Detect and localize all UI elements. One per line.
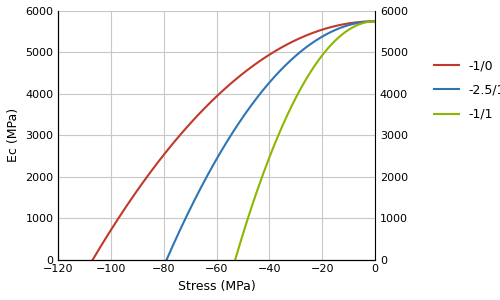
-1/1	[372, 20, 378, 23]
-1/0	[204, 104, 210, 108]
-1/0	[214, 94, 220, 98]
-2.5/1	[164, 258, 170, 261]
-2.5/1	[248, 104, 254, 108]
-1/1	[294, 94, 300, 98]
-1/0	[372, 20, 378, 23]
-1/1	[328, 43, 334, 46]
-2.5/1	[326, 31, 332, 35]
-1/0	[118, 212, 124, 215]
-1/1	[288, 104, 294, 108]
-1/0	[90, 258, 96, 261]
-1/1	[246, 212, 252, 215]
-1/1	[341, 31, 347, 35]
-2.5/1	[330, 29, 336, 33]
-2.5/1	[306, 43, 312, 46]
-1/0	[310, 31, 316, 35]
Legend: -1/0, -2.5/1, -1/1: -1/0, -2.5/1, -1/1	[428, 55, 500, 126]
-2.5/1	[256, 94, 262, 98]
-2.5/1	[185, 212, 191, 215]
Line: -2.5/1: -2.5/1	[166, 21, 375, 260]
-1/0	[315, 29, 321, 33]
-1/1	[344, 29, 349, 33]
-1/0	[284, 43, 290, 46]
-2.5/1	[372, 20, 378, 23]
-1/1	[232, 258, 238, 261]
X-axis label: Stress (MPa): Stress (MPa)	[178, 280, 256, 293]
Line: -1/0: -1/0	[93, 21, 375, 260]
Y-axis label: Ec (MPa): Ec (MPa)	[7, 108, 20, 162]
Line: -1/1: -1/1	[235, 21, 375, 260]
